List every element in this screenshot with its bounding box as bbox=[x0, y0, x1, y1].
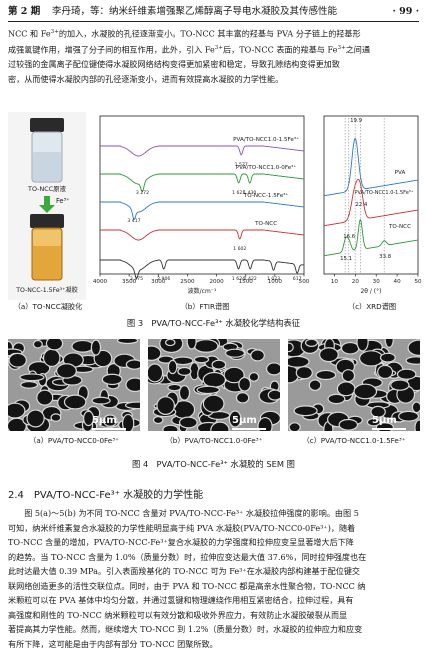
sem-image-c bbox=[288, 339, 420, 431]
sem-a-caption: （a）PVA/TO-NCC0-0Fe³⁺ bbox=[29, 436, 119, 445]
ftir-peak-label: 3 417 bbox=[127, 218, 140, 224]
ftir-peak-label: 1 422 bbox=[244, 276, 257, 282]
xrd-chart: PVAPVA/TO-NCC1.0-1.5Fe³⁺TO-NCC19.915.116… bbox=[323, 115, 422, 295]
ftir-series-label: TO-NCC-1.5Fe³⁺ bbox=[243, 192, 288, 199]
ftir-chart: PVA/TO-NCC1.0-1.5Fe³⁺ 1 577PVA/TO-NCC1.0-… bbox=[93, 115, 310, 295]
ftir-series-line bbox=[100, 173, 305, 193]
xrd-tick-label: 10 bbox=[331, 279, 339, 285]
vial-photo bbox=[8, 112, 86, 300]
ftir-tick-label: 1500 bbox=[239, 279, 254, 285]
ftir-peak-label: 3 272 bbox=[136, 190, 149, 196]
xrd-tick-label: 30 bbox=[373, 279, 381, 285]
xrd-tick-label: 40 bbox=[394, 279, 402, 285]
paragraph-top-line-1: NCC 和 Fe3+的加入，水凝胶的孔径逐渐变小。TO-NCC 其丰富的羟基与 … bbox=[8, 28, 361, 39]
sem-a-scale-label: 5μm bbox=[92, 415, 117, 426]
xrd-peak-label: 22.4 bbox=[355, 202, 368, 208]
paragraph-top-line-2: 成强氢键作用，增强了分子间的相互作用，此外，引入 Fe3+后，TO-NCC 表面… bbox=[8, 44, 370, 55]
ftir-peak-label: 1 430 bbox=[243, 190, 256, 196]
figure3b-caption: （b）FTIR谱图 bbox=[180, 302, 230, 311]
xrd-tick-label: 50 bbox=[414, 279, 422, 285]
ftir-peak-label: 617 bbox=[293, 276, 302, 282]
xrd-series-label: TO-NCC bbox=[388, 224, 411, 230]
xrd-peak-label: 19.9 bbox=[350, 118, 363, 124]
ftir-peak-label: 2 906 bbox=[157, 276, 170, 282]
paragraph-bottom-line: 可知，纳米纤维素复合水凝胶的力学性能明显高于纯 PVA 水凝胶(PVA/TO-N… bbox=[8, 522, 356, 533]
header-rule bbox=[8, 21, 419, 22]
paragraph-bottom-line: 高强度和刚性的 TO-NCC 纳米颗粒可以有效分散和吸收外界应力，有效防止水凝胶… bbox=[8, 609, 348, 620]
sem-c-caption: （c）PVA/TO-NCC1.0-1.5Fe³⁺ bbox=[302, 436, 406, 445]
figure3-title: 图 3 PVA/TO-NCC-Fe³⁺ 水凝胶化学结构表征 bbox=[126, 318, 301, 328]
ftir-tick-label: 2000 bbox=[209, 279, 224, 285]
paragraph-bottom: 图 5(a)～5(b) 为不同 TO-NCC 含量对 PVA/TO-NCC-Fe… bbox=[8, 506, 419, 651]
ftir-tick-label: 1000 bbox=[268, 279, 283, 285]
figure4-title: 图 4 PVA/TO-NCC-Fe³⁺ 水凝胶的 SEM 图 bbox=[132, 459, 295, 469]
paragraph-bottom-line: 米颗粒可以在 PVA 基体中均匀分散，并通过氢键和物理缠绕作用相互紧密结合，拉伸… bbox=[8, 595, 354, 605]
paragraph-top-line-4: 密，从而使得水凝胶内部的孔径逐渐变小，进而有效提高水凝胶的力学性能。 bbox=[8, 73, 284, 84]
paragraph-bottom-line: 此时达最大值 0.39 MPa。引入表面羧基化的 TO-NCC 可为 Fe³⁺在… bbox=[8, 566, 361, 576]
ftir-peak-label: 1 621 bbox=[232, 190, 245, 196]
ftir-chart-panel: PVA/TO-NCC1.0-1.5Fe³⁺ 1 577 PVA/TO-NCC1.0-… bbox=[90, 110, 316, 300]
ftir-series-label: PVA/TO-NCC1.0-1.5Fe³⁺ bbox=[233, 136, 299, 143]
ftir-peak-label: 1 624 bbox=[232, 276, 245, 282]
ftir-tick-label: 4000 bbox=[93, 279, 108, 285]
paragraph-bottom-line: 图 5(a)～5(b) 为不同 TO-NCC 含量对 PVA/TO-NCC-Fe… bbox=[8, 508, 359, 518]
ftir-series-line bbox=[100, 201, 305, 220]
ftir-peak-label: 3 375 bbox=[130, 276, 143, 282]
xrd-series-line bbox=[323, 138, 419, 197]
paragraph-top-line-3: 过较强的金属离子配位键使得水凝胶网络结构变得更加紧密和稳定，导致孔隙结构变得更加… bbox=[8, 59, 340, 70]
issue-label: 第 2 期 bbox=[8, 6, 41, 17]
photo-arrow-label: Fe³⁺ bbox=[56, 197, 70, 205]
figure3-photo-panel: TO-NCC原液 Fe³⁺ TO-NCC-1.5Fe³⁺凝胶 bbox=[8, 112, 86, 300]
paragraph-bottom-line: TO-NCC 含量的增加，PVA/TO-NCC-Fe³⁺复合水凝胶的力学强度和拉… bbox=[8, 537, 354, 547]
sem-c-scale-label: 5μm bbox=[372, 415, 397, 426]
ftir-series-label: TO-NCC bbox=[254, 221, 277, 227]
sem-b-scale-bar bbox=[232, 428, 266, 430]
ftir-tick-label: 500 bbox=[299, 279, 310, 285]
paragraph-bottom-line: 联网络创造更多的活性交联位点。同时，由于 PVA 和 TO-NCC 都是高亲水性… bbox=[8, 580, 366, 591]
ftir-tick-label: 3000 bbox=[151, 279, 166, 285]
running-header: 第 2 期 李丹琦，等：纳米纤维素增强聚乙烯醇离子导电水凝胶及其传感性能 · 9… bbox=[8, 4, 419, 20]
xrd-series-line bbox=[323, 219, 419, 257]
ftir-series-line bbox=[100, 259, 305, 280]
ftir-peak-label: 1 602 bbox=[233, 246, 246, 252]
xrd-plot-frame bbox=[323, 115, 419, 275]
ftir-plot-frame bbox=[99, 115, 305, 275]
xrd-x-axis-label: 2θ / (°) bbox=[360, 288, 381, 295]
xrd-chart-panel: PVAPVA/TO-NCC1.0-1.5Fe³⁺TO-NCC19.915.116… bbox=[318, 110, 422, 300]
figure3a-caption: （a）TO-NCC凝胶化 bbox=[13, 302, 83, 311]
ftir-peak-label: 1 023 bbox=[267, 276, 280, 282]
page-number: · 99 · bbox=[392, 6, 419, 17]
section-number: 2.4 bbox=[8, 490, 24, 501]
ftir-peak-label: 1 577 bbox=[235, 162, 248, 168]
xrd-tick-label: 20 bbox=[352, 279, 360, 285]
running-title: 李丹琦，等：纳米纤维素增强聚乙烯醇离子导电水凝胶及其传感性能 bbox=[52, 6, 338, 17]
ftir-series-label: PVA/TO-NCC1.0-0Fe³⁺ bbox=[236, 164, 297, 171]
ftir-series-line bbox=[100, 229, 305, 241]
figure3c-caption: （c）XRD谱图 bbox=[347, 302, 397, 311]
xrd-peak-label: 15.1 bbox=[340, 256, 352, 262]
photo-top-label: TO-NCC原液 bbox=[28, 185, 66, 193]
sem-b-scale-label: 5μm bbox=[232, 415, 257, 426]
xrd-peak-label: 33.8 bbox=[379, 254, 392, 260]
section-heading: 2.4 PVA/TO-NCC-Fe³⁺ 水凝胶的力学性能 bbox=[8, 489, 419, 503]
xrd-series-label: PVA bbox=[395, 170, 406, 176]
sem-a-scale-bar bbox=[92, 428, 126, 430]
paragraph-top: NCC 和 Fe3+的加入，水凝胶的孔径逐渐变小。TO-NCC 其丰富的羟基与 … bbox=[8, 25, 419, 86]
photo-bottom-label: TO-NCC-1.5Fe³⁺凝胶 bbox=[16, 287, 78, 294]
paragraph-bottom-line: 著提高其力学性能。然而，继续增大 TO-NCC 到 1.2%（质量分数）时，水凝… bbox=[8, 624, 363, 634]
paragraph-bottom-line: 有所下降，这可能是由于内部有部分 TO-NCC 团聚所致。 bbox=[8, 638, 218, 649]
ftir-tick-label: 2500 bbox=[180, 279, 195, 285]
sem-c-scale-bar bbox=[372, 428, 406, 430]
sem-b-caption: （b）PVA/TO-NCC1.0-0Fe³⁺ bbox=[165, 436, 263, 445]
ftir-x-axis-label: 波数/cm⁻¹ bbox=[188, 287, 217, 295]
sem-image-b bbox=[148, 339, 280, 431]
xrd-peak-label: 16.6 bbox=[343, 234, 356, 240]
ftir-series-line bbox=[100, 145, 305, 157]
xrd-series-line bbox=[323, 179, 419, 227]
paragraph-bottom-line: 的趋势。当 TO-NCC 含量为 1.0%（质量分数）时，拉伸应变达最大值 37… bbox=[8, 551, 367, 562]
section-title: PVA/TO-NCC-Fe³⁺ 水凝胶的力学性能 bbox=[33, 490, 204, 501]
sem-image-a bbox=[8, 339, 140, 431]
ftir-tick-label: 3500 bbox=[122, 279, 137, 285]
